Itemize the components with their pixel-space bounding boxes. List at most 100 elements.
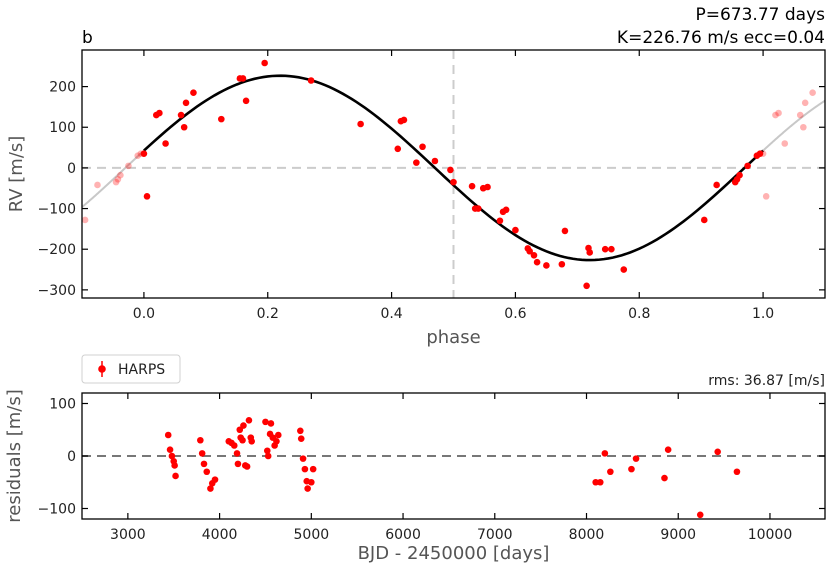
residual-point	[168, 452, 176, 460]
rv-point-wrapped	[772, 111, 779, 119]
legend-point-marker	[98, 365, 106, 373]
rv-point	[713, 181, 720, 189]
rv-phase-plot: 0.0 0.2 0.4 0.6 0.8 1.0 −300 −200 −100 0 100 200	[38, 49, 826, 322]
rv-point	[736, 171, 743, 179]
residual-point	[203, 468, 211, 476]
rv-x-tick-label: 0.4	[380, 306, 402, 322]
rv-point	[533, 258, 541, 266]
rv-point-wrapped	[117, 171, 124, 179]
residual-point	[239, 436, 246, 444]
rv-point	[400, 116, 408, 124]
residual-point	[172, 472, 179, 480]
rv-point	[484, 183, 491, 191]
residual-point	[601, 450, 609, 457]
residual-point	[166, 446, 174, 454]
rv-point	[182, 99, 190, 107]
rv-point-wrapped	[94, 181, 101, 189]
rv-point	[239, 75, 247, 82]
rv-y-tick-label: 0	[67, 161, 76, 177]
rv-point	[413, 159, 420, 166]
residual-point	[171, 462, 178, 469]
rv-point	[468, 182, 476, 190]
rv-x-tick-label: 0.0	[133, 306, 155, 322]
residuals-y-tick-label: 0	[67, 449, 76, 465]
residual-point	[733, 468, 741, 476]
residuals-x-tick-label: 8000	[569, 527, 605, 543]
residual-point	[267, 420, 275, 427]
residual-point	[308, 478, 315, 486]
residual-point	[197, 436, 204, 444]
orbit-params-header: K=226.76 m/s ecc=0.04	[617, 28, 825, 48]
residual-point	[273, 438, 280, 445]
residual-point	[297, 427, 304, 435]
rv-x-axis-label: phase	[426, 327, 480, 348]
rv-point	[180, 123, 188, 131]
residuals-x-tick-label: 7000	[477, 527, 513, 543]
rv-point	[431, 157, 439, 165]
rv-point-wrapped	[114, 175, 122, 183]
rv-point	[357, 120, 364, 128]
rv-point	[474, 205, 482, 212]
rv-point	[394, 145, 402, 153]
residual-point	[304, 485, 311, 492]
residual-point	[262, 418, 269, 426]
rv-y-tick-label: 200	[49, 80, 76, 96]
residual-point	[240, 422, 247, 429]
residuals-axis-ticks: 3000 4000 5000 6000 7000 8000 9000 10000 −100 0 10…	[38, 393, 825, 543]
residual-point	[607, 468, 614, 476]
panel-label: b	[82, 28, 93, 48]
rv-point	[143, 193, 151, 200]
residual-point	[299, 455, 307, 462]
rv-point	[419, 143, 426, 151]
residual-point	[207, 485, 214, 492]
rv-plot-frame	[81, 49, 826, 299]
model-curve-wrap-right	[762, 99, 826, 152]
rv-point	[543, 262, 550, 269]
residual-point	[664, 446, 672, 454]
residual-point	[230, 442, 238, 449]
residual-point	[263, 447, 271, 455]
rv-point	[496, 217, 504, 225]
residual-point	[198, 450, 206, 457]
rv-y-tick-label: −300	[38, 283, 76, 299]
residuals-x-tick-label: 10000	[748, 527, 793, 543]
rv-y-tick-label: 100	[49, 120, 76, 136]
rv-y-tick-label: −100	[38, 202, 76, 218]
rv-point-wrapped	[781, 140, 789, 147]
residuals-plot: 3000 4000 5000 6000 7000 8000 9000 10000 −100 0 10…	[38, 392, 826, 543]
rv-point	[558, 260, 566, 268]
rv-point-wrapped	[81, 216, 89, 224]
rv-plot-area	[81, 50, 826, 298]
rv-point-wrapped	[125, 162, 132, 170]
rv-point	[162, 140, 169, 147]
rv-point	[526, 247, 533, 255]
rv-point-wrapped	[796, 111, 804, 119]
rv-point	[190, 89, 197, 96]
residuals-y-tick-label: 100	[49, 397, 76, 413]
residual-point	[632, 455, 640, 462]
rv-x-tick-label: 0.6	[504, 306, 526, 322]
residuals-y-tick-label: −100	[38, 502, 76, 518]
rv-point	[583, 282, 590, 290]
residuals-y-axis-label: residuals [m/s]	[4, 389, 25, 522]
rv-point	[601, 245, 609, 253]
residuals-x-tick-label: 9000	[660, 527, 696, 543]
residuals-x-tick-label: 6000	[385, 527, 421, 543]
residual-point	[596, 478, 604, 486]
rv-point	[756, 150, 764, 157]
residuals-plot-area	[82, 417, 825, 519]
rv-point	[530, 252, 538, 259]
rv-point	[586, 249, 594, 256]
residual-point	[164, 431, 172, 439]
legend-box	[81, 354, 181, 384]
residual-point	[301, 465, 309, 473]
rv-x-tick-label: 0.2	[257, 306, 279, 322]
rv-point	[140, 150, 148, 157]
residual-point	[628, 465, 635, 473]
rv-point	[307, 77, 315, 84]
residual-point	[264, 452, 272, 460]
rv-y-axis-label: RV [m/s]	[6, 136, 27, 213]
residual-point	[233, 450, 241, 457]
residual-point	[234, 460, 242, 468]
residual-point	[274, 431, 282, 439]
